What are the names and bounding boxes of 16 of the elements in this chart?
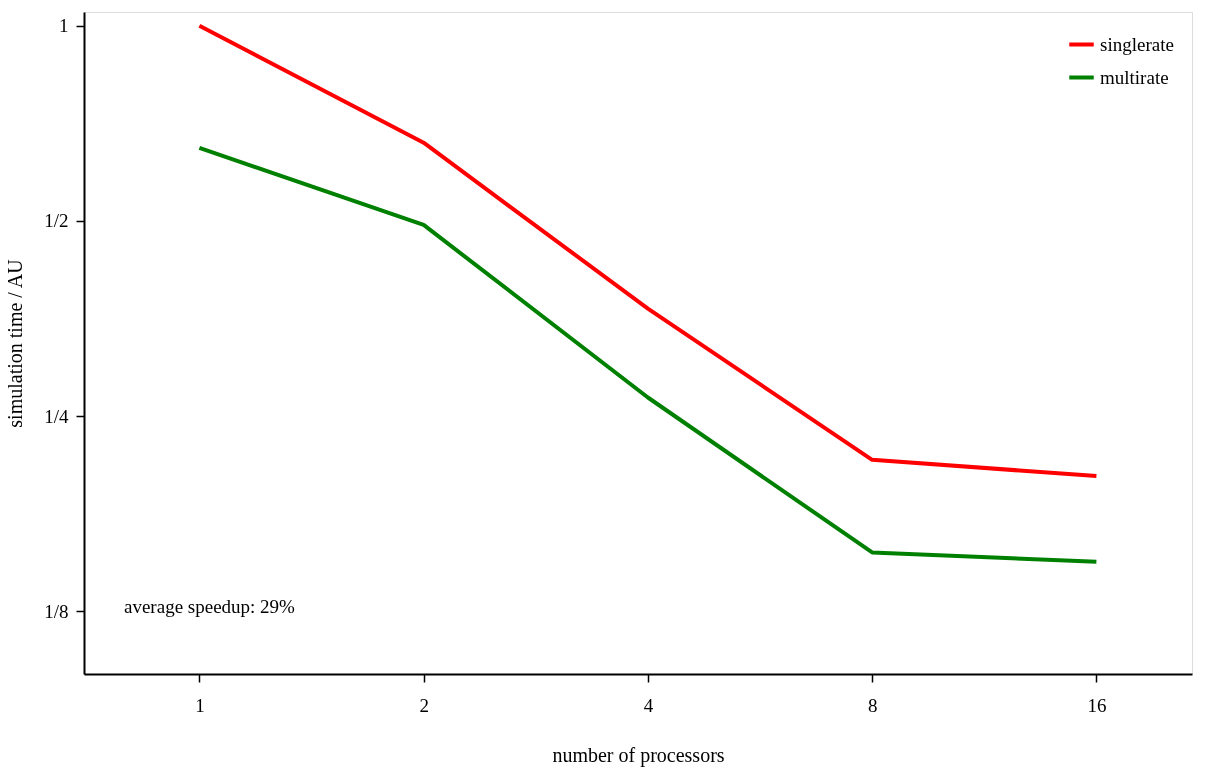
x-tick-label: 1 (195, 694, 205, 716)
legend-label: multirate (1100, 66, 1169, 88)
x-tick-label: 2 (419, 694, 429, 716)
x-tick-label: 4 (643, 694, 654, 716)
line-series (197, 145, 1099, 564)
y-axis-title: simulation time / AU (4, 258, 27, 428)
line-series (197, 23, 1099, 479)
x-tick-label: 16 (1087, 694, 1107, 716)
annotation: average speedup: 29% (124, 596, 296, 617)
legend-label: singlerate (1100, 33, 1174, 55)
y-tick-label: 1/4 (44, 405, 69, 427)
y-tick-label: 1/2 (44, 210, 69, 232)
x-tick-label: 8 (867, 694, 878, 716)
y-tick-label: 1/8 (44, 600, 69, 622)
y-tick-label: 1 (59, 15, 69, 37)
x-axis-title: number of processors (552, 743, 725, 767)
